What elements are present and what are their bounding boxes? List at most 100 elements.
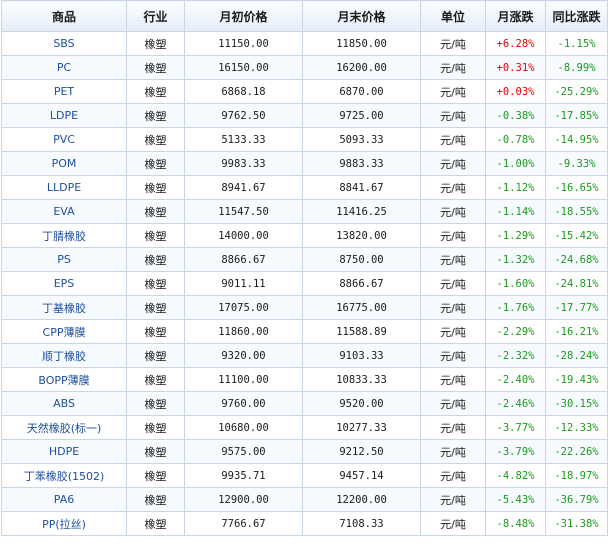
unit-cell: 元/吨 xyxy=(420,55,486,80)
table-row: POM 橡塑 9983.33 9883.33 元/吨 -1.00% -9.33% xyxy=(1,151,608,176)
monthly-change-cell: -3.79% xyxy=(485,439,546,464)
commodity-link[interactable]: PC xyxy=(1,55,127,80)
yoy-change-cell: -24.68% xyxy=(545,247,608,272)
end-price-cell: 9520.00 xyxy=(302,391,421,416)
unit-cell: 元/吨 xyxy=(420,295,486,320)
start-price-cell: 8866.67 xyxy=(184,247,303,272)
commodity-link[interactable]: LDPE xyxy=(1,103,127,128)
unit-cell: 元/吨 xyxy=(420,151,486,176)
industry-cell: 橡塑 xyxy=(126,247,185,272)
industry-cell: 橡塑 xyxy=(126,439,185,464)
industry-cell: 橡塑 xyxy=(126,223,185,248)
unit-cell: 元/吨 xyxy=(420,31,486,56)
industry-cell: 橡塑 xyxy=(126,103,185,128)
table-row: PET 橡塑 6868.18 6870.00 元/吨 +0.03% -25.29% xyxy=(1,79,608,104)
monthly-change-cell: -1.76% xyxy=(485,295,546,320)
monthly-change-cell: -0.38% xyxy=(485,103,546,128)
start-price-cell: 6868.18 xyxy=(184,79,303,104)
commodity-link[interactable]: PET xyxy=(1,79,127,104)
yoy-change-cell: -16.21% xyxy=(545,319,608,344)
start-price-cell: 10680.00 xyxy=(184,415,303,440)
commodity-link[interactable]: EPS xyxy=(1,271,127,296)
start-price-cell: 9575.00 xyxy=(184,439,303,464)
yoy-change-cell: -24.81% xyxy=(545,271,608,296)
end-price-cell: 7108.33 xyxy=(302,511,421,536)
table-row: 丁苯橡胶(1502) 橡塑 9935.71 9457.14 元/吨 -4.82% -18.9… xyxy=(1,463,608,488)
end-price-cell: 6870.00 xyxy=(302,79,421,104)
commodity-link[interactable]: 丁基橡胶 xyxy=(1,295,127,320)
commodity-link[interactable]: PP(拉丝) xyxy=(1,511,127,536)
table-row: PS 橡塑 8866.67 8750.00 元/吨 -1.32% -24.68% xyxy=(1,247,608,272)
industry-cell: 橡塑 xyxy=(126,487,185,512)
start-price-cell: 7766.67 xyxy=(184,511,303,536)
end-price-cell: 10833.33 xyxy=(302,367,421,392)
commodity-link[interactable]: 丁腈橡胶 xyxy=(1,223,127,248)
unit-cell: 元/吨 xyxy=(420,415,486,440)
commodity-link[interactable]: 顺丁橡胶 xyxy=(1,343,127,368)
table-row: PP(拉丝) 橡塑 7766.67 7108.33 元/吨 -8.48% -31.38% xyxy=(1,511,608,536)
industry-cell: 橡塑 xyxy=(126,175,185,200)
commodity-link[interactable]: SBS xyxy=(1,31,127,56)
unit-cell: 元/吨 xyxy=(420,439,486,464)
commodity-link[interactable]: EVA xyxy=(1,199,127,224)
commodity-link[interactable]: 丁苯橡胶(1502) xyxy=(1,463,127,488)
commodity-link[interactable]: LLDPE xyxy=(1,175,127,200)
commodity-link[interactable]: ABS xyxy=(1,391,127,416)
commodity-link[interactable]: HDPE xyxy=(1,439,127,464)
commodity-link[interactable]: CPP薄膜 xyxy=(1,319,127,344)
commodity-link[interactable]: PS xyxy=(1,247,127,272)
unit-cell: 元/吨 xyxy=(420,463,486,488)
monthly-change-cell: -2.32% xyxy=(485,343,546,368)
unit-cell: 元/吨 xyxy=(420,367,486,392)
end-price-cell: 9103.33 xyxy=(302,343,421,368)
start-price-cell: 9983.33 xyxy=(184,151,303,176)
header-end-price: 月末价格 xyxy=(302,0,421,32)
table-row: 丁基橡胶 橡塑 17075.00 16775.00 元/吨 -1.76% -17.77% xyxy=(1,295,608,320)
monthly-change-cell: +0.31% xyxy=(485,55,546,80)
table-header-row: 商品 行业 月初价格 月末价格 单位 月涨跌 同比涨跌 xyxy=(1,0,608,32)
industry-cell: 橡塑 xyxy=(126,127,185,152)
monthly-change-cell: -0.78% xyxy=(485,127,546,152)
commodity-link[interactable]: 天然橡胶(标一) xyxy=(1,415,127,440)
header-commodity: 商品 xyxy=(1,0,127,32)
yoy-change-cell: -9.33% xyxy=(545,151,608,176)
monthly-change-cell: -2.29% xyxy=(485,319,546,344)
unit-cell: 元/吨 xyxy=(420,223,486,248)
commodity-link[interactable]: POM xyxy=(1,151,127,176)
unit-cell: 元/吨 xyxy=(420,199,486,224)
table-row: BOPP薄膜 橡塑 11100.00 10833.33 元/吨 -2.40% -19.43% xyxy=(1,367,608,392)
industry-cell: 橡塑 xyxy=(126,415,185,440)
yoy-change-cell: -22.26% xyxy=(545,439,608,464)
table-row: PA6 橡塑 12900.00 12200.00 元/吨 -5.43% -36.79% xyxy=(1,487,608,512)
yoy-change-cell: -18.55% xyxy=(545,199,608,224)
table-row: LLDPE 橡塑 8941.67 8841.67 元/吨 -1.12% -16.65% xyxy=(1,175,608,200)
industry-cell: 橡塑 xyxy=(126,79,185,104)
industry-cell: 橡塑 xyxy=(126,295,185,320)
monthly-change-cell: -2.46% xyxy=(485,391,546,416)
header-unit: 单位 xyxy=(420,0,486,32)
table-row: EPS 橡塑 9011.11 8866.67 元/吨 -1.60% -24.81% xyxy=(1,271,608,296)
table-row: ABS 橡塑 9760.00 9520.00 元/吨 -2.46% -30.15% xyxy=(1,391,608,416)
unit-cell: 元/吨 xyxy=(420,319,486,344)
start-price-cell: 8941.67 xyxy=(184,175,303,200)
commodity-link[interactable]: PVC xyxy=(1,127,127,152)
monthly-change-cell: +6.28% xyxy=(485,31,546,56)
end-price-cell: 16775.00 xyxy=(302,295,421,320)
end-price-cell: 16200.00 xyxy=(302,55,421,80)
industry-cell: 橡塑 xyxy=(126,31,185,56)
start-price-cell: 9011.11 xyxy=(184,271,303,296)
start-price-cell: 11547.50 xyxy=(184,199,303,224)
yoy-change-cell: -16.65% xyxy=(545,175,608,200)
monthly-change-cell: -2.40% xyxy=(485,367,546,392)
unit-cell: 元/吨 xyxy=(420,175,486,200)
industry-cell: 橡塑 xyxy=(126,391,185,416)
yoy-change-cell: -28.24% xyxy=(545,343,608,368)
price-table: 商品 行业 月初价格 月末价格 单位 月涨跌 同比涨跌 SBS 橡塑 11150.0… xyxy=(1,0,608,536)
industry-cell: 橡塑 xyxy=(126,271,185,296)
commodity-link[interactable]: BOPP薄膜 xyxy=(1,367,127,392)
header-industry: 行业 xyxy=(126,0,185,32)
monthly-change-cell: +0.03% xyxy=(485,79,546,104)
header-monthly-change: 月涨跌 xyxy=(485,0,546,32)
commodity-link[interactable]: PA6 xyxy=(1,487,127,512)
yoy-change-cell: -30.15% xyxy=(545,391,608,416)
